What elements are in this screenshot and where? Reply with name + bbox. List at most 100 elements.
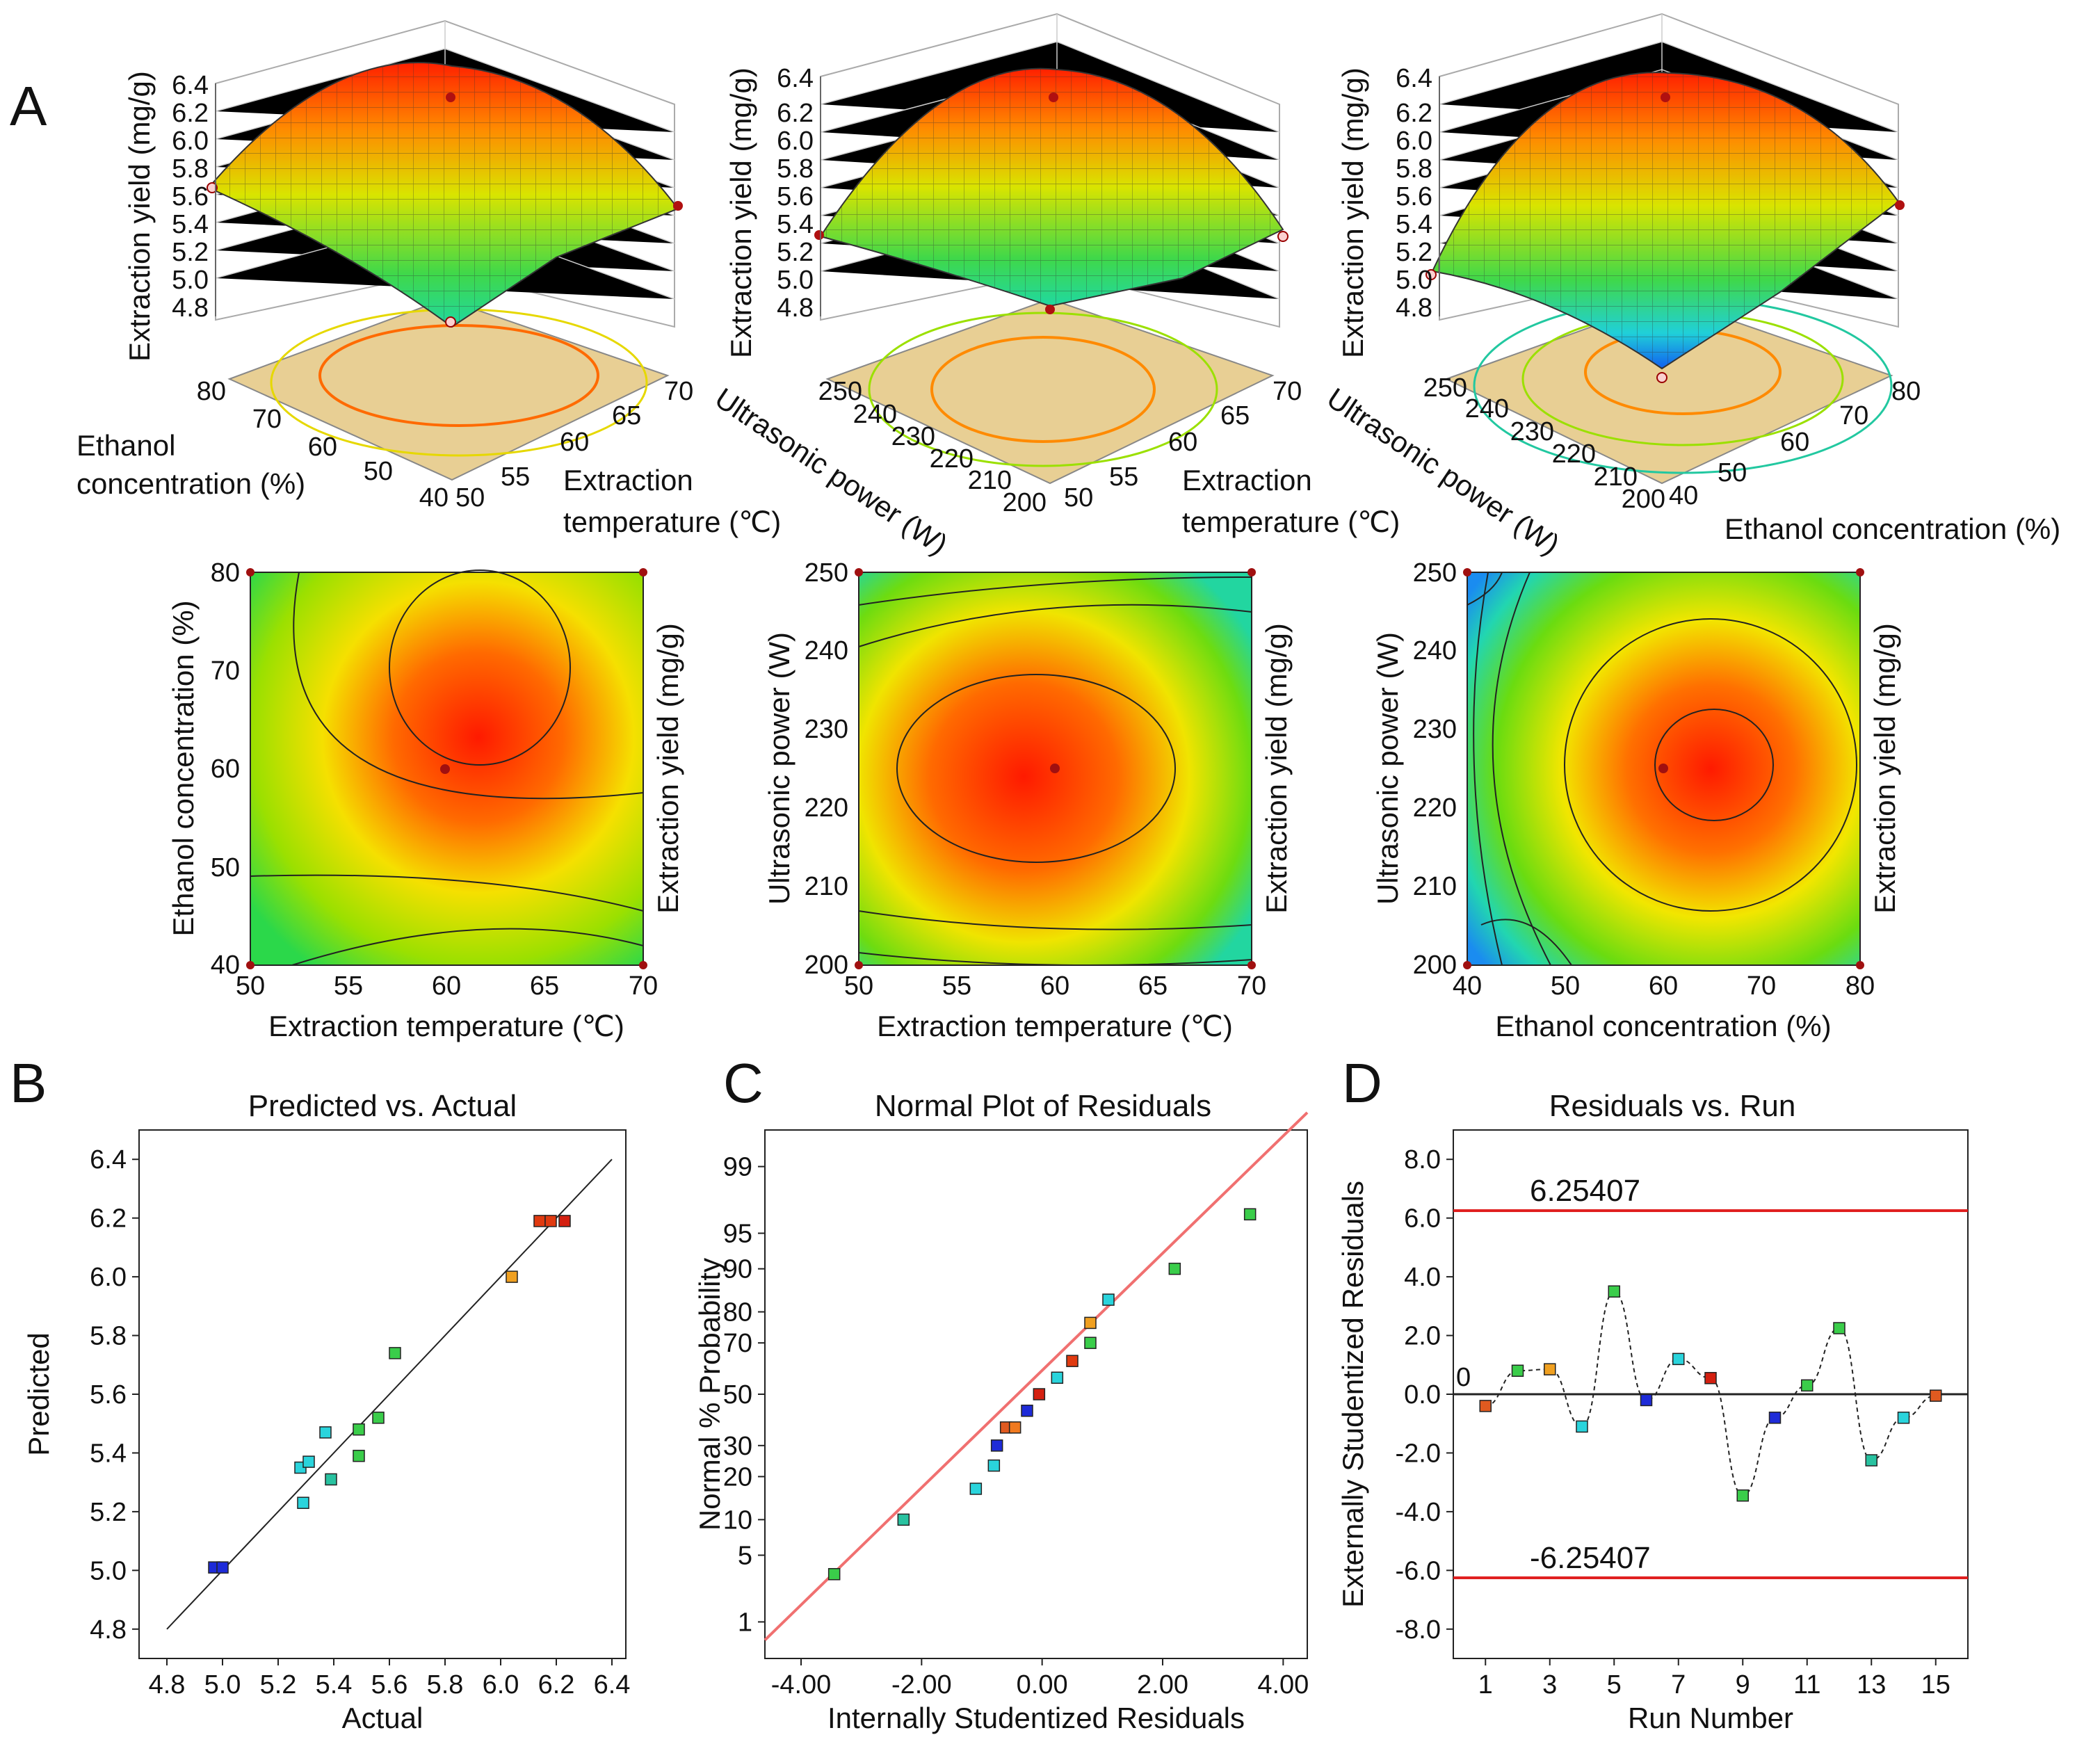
tick-label: 80 (211, 558, 240, 588)
data-point (1084, 1337, 1097, 1349)
y-tick-label: 20 (723, 1462, 752, 1492)
x-axis-label: Internally Studentized Residuals (827, 1702, 1245, 1734)
y-tick-label: -6.0 (1396, 1556, 1441, 1585)
surface-2-x-label-line-2: temperature (℃) (1182, 506, 1400, 538)
tick-label: 230 (1413, 715, 1457, 744)
x-tick-label: 3 (1542, 1670, 1557, 1699)
tick-label: 230 (1510, 417, 1554, 446)
surface-2-floor (825, 298, 1275, 485)
tick-label: 6.4 (1396, 64, 1432, 93)
surface-3-design-point-2 (1656, 372, 1667, 383)
tick-label: 50 (1718, 458, 1747, 487)
tick-label: 5.2 (172, 238, 209, 267)
tick-label: 250 (805, 558, 848, 588)
contour-3-z-label: Extraction yield (mg/g) (1868, 623, 1901, 914)
data-point (533, 1215, 546, 1227)
tick-label: 200 (1413, 951, 1457, 980)
chart-title: Predicted vs. Actual (248, 1089, 517, 1123)
tick-label: 5.6 (777, 182, 814, 211)
tick-label: 6.4 (172, 71, 209, 100)
surface-2-y-ticks: 250 240 230 220 210 200 (818, 377, 1047, 517)
tick-label: 70 (252, 405, 282, 434)
y-axis-label: Normal % Probability (693, 1258, 726, 1531)
predicted-vs-actual-chart: Predicted vs. Actual Actual Predicted 4.… (22, 1089, 630, 1734)
tick-label: 50 (844, 971, 873, 1001)
tick-label: 65 (1138, 971, 1168, 1001)
y-tick-label: 30 (723, 1432, 752, 1461)
surface-1-x-label-line-1: Extraction (563, 464, 693, 496)
data-point (969, 1483, 983, 1495)
contour-2-y-ticks: 200 210 220 230 240 250 (805, 558, 848, 980)
data-point (897, 1513, 910, 1526)
surface-2-design-point-3 (814, 230, 824, 240)
chart-title: Residuals vs. Run (1549, 1089, 1796, 1123)
tick-label: 6.0 (172, 127, 209, 156)
data-point (372, 1412, 385, 1424)
tick-label: 200 (1003, 488, 1047, 517)
tick-label: 240 (1465, 394, 1509, 423)
panel-letter-a: A (10, 75, 47, 137)
tick-label: 70 (1273, 377, 1302, 406)
contour-2-corner-points (855, 568, 1256, 969)
tick-label: 250 (1423, 373, 1467, 403)
data-point (1801, 1379, 1814, 1392)
tick-label: 230 (805, 715, 848, 744)
residual-line (1485, 1291, 1936, 1496)
tick-label: 220 (1413, 793, 1457, 823)
x-axis-label: Actual (342, 1702, 423, 1734)
tick-label: 210 (1594, 462, 1638, 492)
data-point (1479, 1400, 1492, 1412)
surface-2-design-point (1049, 92, 1058, 102)
tick-label: 5.6 (172, 182, 209, 211)
data-point (558, 1215, 571, 1227)
contour-plot-2: 200 210 220 230 240 250 50 55 60 65 70 E… (763, 558, 1293, 1042)
data-point (544, 1215, 557, 1227)
y-axis-label: Predicted (22, 1332, 55, 1455)
surface-2-floor-contour (930, 336, 1156, 443)
tick-label: 50 (236, 971, 265, 1001)
data-point (1672, 1353, 1685, 1366)
tick-label: 55 (334, 971, 363, 1001)
data-point (1704, 1372, 1717, 1384)
tick-label: 230 (891, 422, 935, 451)
tick-label: 5.4 (777, 210, 814, 239)
tick-label: 60 (1780, 428, 1809, 457)
x-tick-label: 15 (1921, 1670, 1950, 1699)
surface-3-z-label: Extraction yield (mg/g) (1336, 67, 1369, 358)
data-point (1930, 1389, 1942, 1402)
surface-1-floor (227, 298, 670, 481)
y-tick-label: 80 (723, 1298, 752, 1327)
tick-label: 250 (818, 377, 862, 406)
y-tick-label: 1 (738, 1608, 752, 1637)
tick-label: 4.8 (777, 293, 814, 323)
data-point (1243, 1208, 1257, 1221)
data-point (389, 1347, 401, 1359)
tick-label: 65 (612, 401, 641, 430)
contour-1-x-ticks: 50 55 60 65 70 (236, 971, 658, 1001)
x-tick-label: 1 (1478, 1670, 1493, 1699)
x-tick-label: 6.0 (483, 1670, 519, 1699)
data-point (1066, 1355, 1079, 1367)
tick-label: 250 (1413, 558, 1457, 588)
data-point (353, 1423, 365, 1436)
tick-label: 80 (197, 377, 226, 406)
contour-3-y-ticks: 200 210 220 230 240 250 (1413, 558, 1457, 980)
data-point (1051, 1371, 1064, 1384)
data-point (1511, 1364, 1524, 1377)
tick-label: 6.2 (1396, 99, 1432, 128)
tick-label: 60 (432, 971, 461, 1001)
tick-label: 200 (1622, 485, 1665, 514)
y-tick-label: 6.2 (90, 1204, 127, 1234)
surface-1-design-point-4 (673, 201, 683, 211)
surface-1-design-point (446, 92, 455, 102)
tick-label: 70 (1237, 971, 1266, 1001)
y-tick-label: 4.8 (90, 1615, 127, 1645)
tick-label: 6.2 (777, 99, 814, 128)
surface-1-floor-contour (318, 324, 599, 427)
x-tick-label: -4.00 (771, 1670, 832, 1699)
tick-label: 5.8 (172, 154, 209, 184)
x-tick-label: 5.2 (260, 1670, 297, 1699)
y-tick-label: 5.4 (90, 1439, 127, 1468)
y-tick-label: 99 (723, 1153, 752, 1182)
